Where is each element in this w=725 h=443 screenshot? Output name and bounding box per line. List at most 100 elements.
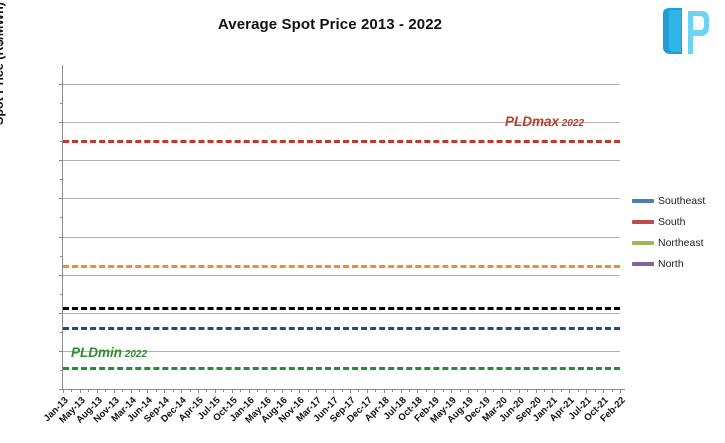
x-tick-mark (214, 389, 216, 393)
reference-line-pldmax-2022 (63, 139, 620, 143)
x-tick-mark (417, 389, 419, 393)
x-tick-mark (198, 389, 200, 393)
x-minor-tick (240, 389, 242, 392)
gridline (63, 122, 620, 124)
x-minor-tick (527, 389, 529, 392)
legend: Southeast South Northeast North (632, 190, 725, 274)
legend-item-northeast[interactable]: Northeast (632, 232, 725, 253)
x-minor-tick (611, 389, 613, 392)
y-minor-tick (60, 293, 63, 295)
legend-label: Southeast (658, 194, 706, 207)
x-tick-mark (620, 389, 621, 393)
x-tick-mark (501, 389, 503, 393)
x-minor-tick (594, 389, 596, 392)
x-tick-mark (181, 389, 183, 393)
x-tick-mark (586, 389, 588, 393)
x-minor-tick (206, 389, 208, 392)
x-minor-tick (341, 389, 343, 392)
x-tick-mark (434, 389, 436, 393)
x-minor-tick (273, 389, 275, 392)
x-tick-mark (63, 389, 64, 393)
reference-line-avg-orange (63, 264, 620, 268)
x-minor-tick (223, 389, 225, 392)
gridline (63, 274, 620, 276)
y-tick-mark (59, 274, 63, 276)
x-tick-mark (299, 389, 301, 393)
y-tick-mark (59, 350, 63, 352)
x-tick-mark (282, 389, 284, 393)
x-minor-tick (544, 389, 546, 392)
x-tick-mark (113, 389, 115, 393)
x-tick-mark (248, 389, 250, 393)
y-tick-mark (59, 84, 63, 86)
y-minor-tick (60, 331, 63, 333)
pldmax-label-year: 2022 (559, 118, 585, 130)
x-minor-tick (442, 389, 444, 392)
x-minor-tick (105, 389, 107, 392)
x-minor-tick (172, 389, 174, 392)
x-tick-mark (518, 389, 520, 393)
reference-line-avg-blue (63, 326, 620, 330)
x-tick-mark (484, 389, 486, 393)
x-tick-mark (366, 389, 368, 393)
y-minor-tick (60, 103, 63, 105)
gridline (63, 198, 620, 200)
axis-left-spine (62, 65, 63, 389)
legend-swatch-icon (632, 240, 654, 245)
y-minor-tick (60, 217, 63, 219)
pldmax-label: PLDmax 2022 (505, 113, 584, 131)
legend-swatch-icon (632, 219, 654, 224)
x-minor-tick (290, 389, 292, 392)
x-tick-mark (349, 389, 351, 393)
y-minor-tick (60, 369, 63, 371)
x-minor-tick (459, 389, 461, 392)
x-tick-mark (79, 389, 81, 393)
x-minor-tick (71, 389, 73, 392)
x-minor-tick (307, 389, 309, 392)
x-minor-tick (138, 389, 140, 392)
x-tick-mark (569, 389, 571, 393)
x-minor-tick (257, 389, 259, 392)
reference-line-avg-black (63, 307, 620, 311)
legend-item-southeast[interactable]: Southeast (632, 190, 725, 211)
x-tick-mark (603, 389, 605, 393)
x-tick-mark (96, 389, 98, 393)
legend-item-south[interactable]: South (632, 211, 725, 232)
y-tick-mark (59, 312, 63, 314)
pldmin-label-year: 2022 (122, 349, 148, 361)
x-minor-tick (358, 389, 360, 392)
axis-bottom-spine (62, 389, 625, 390)
x-minor-tick (155, 389, 157, 392)
x-tick-mark (383, 389, 385, 393)
x-minor-tick (425, 389, 427, 392)
x-minor-tick (577, 389, 579, 392)
plot-background (63, 65, 620, 389)
x-minor-tick (392, 389, 394, 392)
legend-label: Northeast (658, 236, 704, 249)
legend-label: North (658, 257, 684, 270)
x-tick-mark (147, 389, 149, 393)
legend-item-north[interactable]: North (632, 253, 725, 274)
x-tick-mark (231, 389, 233, 393)
x-minor-tick (560, 389, 562, 392)
x-tick-mark (333, 389, 335, 393)
plot-area: 0100200300400500600700800 Jan-13May-13Au… (42, 65, 628, 426)
pldmax-label-text: PLDmax (505, 114, 560, 130)
pldmin-label: PLDmin 2022 (71, 344, 147, 362)
y-tick-mark (59, 236, 63, 238)
y-tick-mark (59, 122, 63, 124)
x-tick-mark (164, 389, 166, 393)
x-minor-tick (122, 389, 124, 392)
x-tick-mark (451, 389, 453, 393)
x-tick-mark (468, 389, 470, 393)
x-minor-tick (476, 389, 478, 392)
gridline (63, 312, 620, 314)
x-minor-tick (409, 389, 410, 392)
x-tick-mark (400, 389, 402, 393)
x-minor-tick (88, 389, 90, 392)
gridline (63, 236, 620, 238)
x-tick-mark (552, 389, 554, 393)
x-minor-tick (375, 389, 377, 392)
x-tick-mark (535, 389, 537, 393)
y-tick-mark (59, 198, 63, 200)
